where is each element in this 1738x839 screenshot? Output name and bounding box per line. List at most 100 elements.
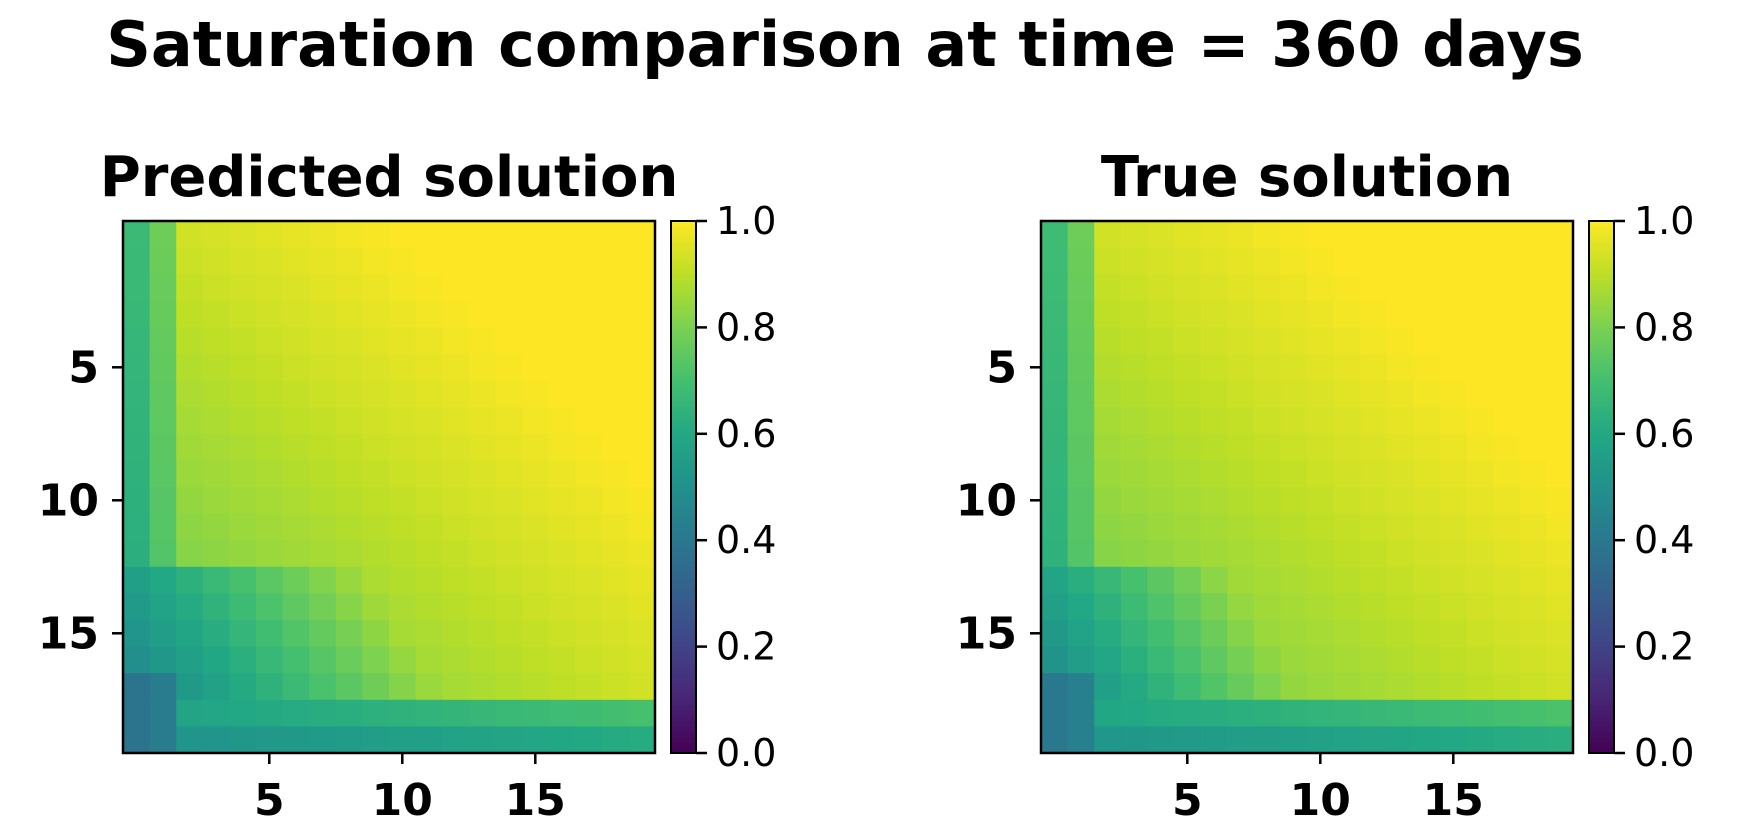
colorbar-segment [1589, 263, 1614, 270]
heatmap-cell [202, 247, 230, 275]
colorbar-segment [671, 290, 696, 297]
colorbar-segment [671, 529, 696, 536]
heatmap-cell [389, 327, 417, 355]
heatmap-cell [282, 726, 310, 754]
heatmap-cell [1227, 513, 1255, 541]
colorbar-segment [671, 556, 696, 563]
heatmap-cell [1120, 699, 1148, 727]
heatmap-cell [415, 327, 443, 355]
heatmap-cell [601, 726, 629, 754]
heatmap-cell [309, 726, 337, 754]
colorbar-segment [671, 742, 696, 749]
heatmap-cell [1067, 487, 1095, 515]
heatmap-cell [1227, 327, 1255, 355]
heatmap-cell [362, 487, 390, 515]
heatmap-cell [389, 300, 417, 328]
heatmap-cell [1386, 274, 1414, 302]
heatmap-cell [176, 221, 204, 249]
colorbar-segment [671, 226, 696, 233]
colorbar-segment [671, 678, 696, 685]
heatmap-cell [335, 513, 363, 541]
heatmap-cell [1466, 593, 1494, 621]
heatmap-cell [495, 699, 523, 727]
colorbar-segment [1589, 662, 1614, 669]
heatmap-cell [1466, 513, 1494, 541]
heatmap-cell [362, 460, 390, 488]
heatmap-cell [229, 380, 257, 408]
heatmap-cell [1360, 274, 1388, 302]
colorbar-segment [1589, 455, 1614, 461]
y-tick-label: 5 [986, 342, 1017, 393]
heatmap-cell [389, 221, 417, 249]
heatmap-cell [1147, 274, 1175, 302]
colorbar-segment [1589, 609, 1614, 616]
heatmap-cell [1120, 593, 1148, 621]
heatmap-cell [1413, 221, 1441, 249]
colorbar-segment [671, 699, 696, 706]
heatmap-cell [256, 221, 284, 249]
heatmap-cell [1333, 593, 1361, 621]
heatmap-cell [282, 221, 310, 249]
heatmap-cell [1041, 300, 1069, 328]
colorbar-segment [671, 540, 696, 547]
colorbar-segment [671, 657, 696, 664]
heatmap-cell [389, 433, 417, 461]
heatmap-cell [442, 433, 470, 461]
heatmap-cell [335, 620, 363, 648]
heatmap-cell [1120, 487, 1148, 515]
heatmap-cell [1493, 407, 1521, 435]
heatmap-cell [282, 593, 310, 621]
heatmap-cell [1466, 433, 1494, 461]
heatmap-cell [1466, 487, 1494, 515]
heatmap-cell [1067, 380, 1095, 408]
heatmap-cell [522, 673, 550, 701]
heatmap-cell [1200, 620, 1228, 648]
heatmap-cell [1067, 354, 1095, 382]
heatmap-cell [628, 540, 656, 568]
heatmap-cell [1280, 726, 1308, 754]
heatmap-cell [335, 699, 363, 727]
heatmap-cell [468, 620, 496, 648]
heatmap-cell [1493, 513, 1521, 541]
heatmap-cell [1307, 673, 1335, 701]
heatmap-cell [1333, 247, 1361, 275]
heatmap-cell [1546, 646, 1574, 674]
heatmap-cell [601, 300, 629, 328]
colorbar-segment [1589, 625, 1614, 632]
colorbar-segment [1589, 630, 1614, 637]
colorbar-segment [671, 359, 696, 366]
heatmap-cell [442, 274, 470, 302]
colorbar-tick-label: 0.2 [1634, 625, 1694, 669]
heatmap-cell [1519, 433, 1547, 461]
heatmap-cell [442, 487, 470, 515]
heatmap-cell [1120, 247, 1148, 275]
heatmap-cell [548, 593, 576, 621]
heatmap-cell [1440, 433, 1468, 461]
colorbar-segment [1589, 268, 1614, 275]
heatmap-cell [123, 274, 151, 302]
heatmap-cell [468, 593, 496, 621]
heatmap-cell [256, 433, 284, 461]
heatmap-cell [202, 460, 230, 488]
heatmap-cell [1067, 673, 1095, 701]
heatmap-cell [522, 540, 550, 568]
heatmap-cell [1200, 354, 1228, 382]
colorbar-tick-label: 0.0 [716, 731, 776, 775]
heatmap-cell [1174, 699, 1202, 727]
heatmap-cell [601, 673, 629, 701]
heatmap-cell [1147, 593, 1175, 621]
colorbar-segment [1589, 369, 1614, 376]
heatmap-cell [1493, 221, 1521, 249]
heatmap-cell [123, 726, 151, 754]
heatmap-cell [1041, 487, 1069, 515]
heatmap-cell [1413, 300, 1441, 328]
heatmap-cell [1333, 513, 1361, 541]
heatmap-cell [309, 513, 337, 541]
heatmap-cell [1120, 460, 1148, 488]
heatmap-cell [1386, 646, 1414, 674]
heatmap-cell [176, 566, 204, 594]
heatmap-cell [256, 407, 284, 435]
heatmap-cell [1386, 247, 1414, 275]
heatmap-cell [1307, 726, 1335, 754]
